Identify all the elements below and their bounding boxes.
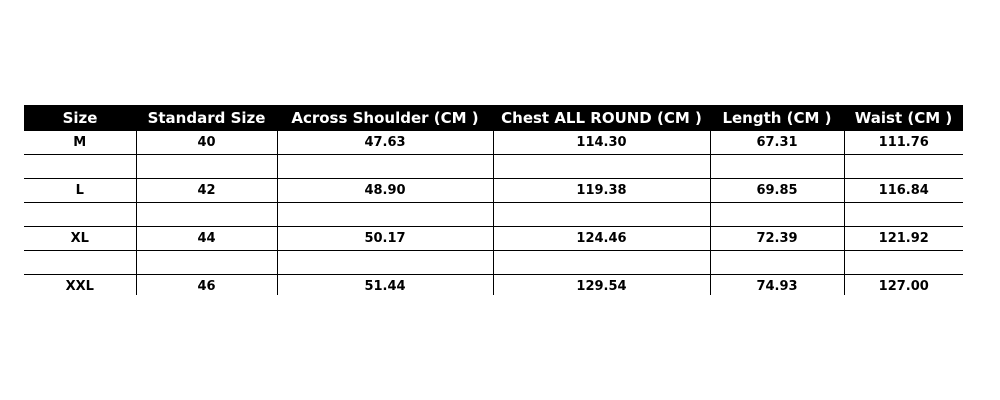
table-row [24, 250, 963, 275]
table-row: XL 44 50.17 124.46 72.39 121.92 [24, 226, 963, 251]
column-header: Across Shoulder (CM ) [277, 105, 493, 131]
table-cell: 42 [135, 178, 277, 203]
table-cell: 124.46 [492, 226, 710, 251]
table-cell: M [24, 131, 136, 155]
table-cell: 51.44 [276, 274, 493, 295]
table-cell [843, 154, 963, 179]
table-cell [24, 154, 136, 179]
table-cell: XXL [65, 279, 94, 294]
column-header: Size [24, 105, 136, 131]
table-cell: 47.63 [276, 131, 493, 155]
table-cell [135, 250, 277, 275]
table-cell: 46 [135, 274, 277, 295]
table-cell [135, 202, 277, 227]
table-cell: 129.54 [492, 274, 710, 295]
table-cell [276, 250, 493, 275]
table-cell [492, 154, 710, 179]
table-row [24, 202, 963, 227]
table-cell: XL [24, 226, 136, 251]
table-row: XXL 46 51.44 129.54 74.93 127.00 [24, 274, 963, 295]
table-row: L 42 48.90 119.38 69.85 116.84 [24, 178, 963, 203]
size-chart: Size Standard Size Across Shoulder (CM ) Ch… [24, 105, 963, 295]
table-cell: 72.39 [709, 226, 844, 251]
table-row: M 40 47.63 114.30 67.31 111.76 [24, 131, 963, 155]
table-cell: 127.00 [843, 274, 963, 295]
column-header: Chest ALL ROUND (CM ) [493, 105, 710, 131]
table-cell: 116.84 [843, 178, 963, 203]
table-cell: 40 [135, 131, 277, 155]
table-cell [843, 250, 963, 275]
table-cell: 111.76 [843, 131, 963, 155]
size-chart-table: Size Standard Size Across Shoulder (CM ) Ch… [24, 105, 963, 295]
table-cell [24, 202, 136, 227]
table-cell [709, 154, 844, 179]
table-cell [843, 202, 963, 227]
table-cell: 44 [135, 226, 277, 251]
table-cell [276, 154, 493, 179]
table-cell [709, 202, 844, 227]
table-cell: 121.92 [843, 226, 963, 251]
table-cell: 48.90 [276, 178, 493, 203]
table-cell [492, 250, 710, 275]
column-header: Standard Size [136, 105, 277, 131]
table-cell: L [24, 178, 136, 203]
table-cell: 119.38 [492, 178, 710, 203]
table-cell [709, 250, 844, 275]
column-header: Waist (CM ) [844, 105, 963, 131]
table-cell [492, 202, 710, 227]
table-cell [135, 154, 277, 179]
table-cell [276, 202, 493, 227]
table-cell: 67.31 [709, 131, 844, 155]
table-cell: 69.85 [709, 178, 844, 203]
table-cell: 114.30 [492, 131, 710, 155]
table-cell: 74.93 [709, 274, 844, 295]
table-cell [24, 250, 136, 275]
header-row: Size Standard Size Across Shoulder (CM ) Ch… [24, 105, 963, 131]
column-header: Length (CM ) [710, 105, 844, 131]
table-cell: 50.17 [276, 226, 493, 251]
table-row [24, 154, 963, 179]
